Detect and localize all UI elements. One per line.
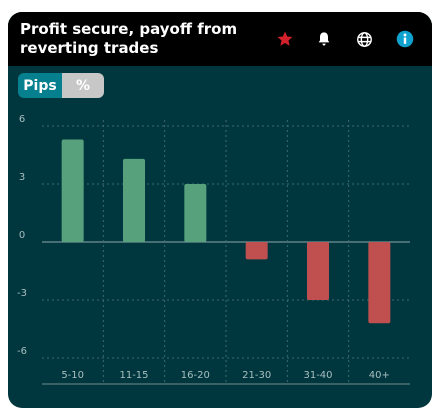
bar-5-10[interactable] — [62, 140, 84, 242]
bar-16-20[interactable] — [184, 184, 206, 242]
y-tick-label: 6 — [19, 114, 25, 125]
bar-21-30[interactable] — [246, 242, 268, 259]
y-tick-label: -6 — [17, 346, 27, 357]
y-tick-label: 3 — [19, 172, 25, 183]
y-tick-label: -3 — [17, 288, 27, 299]
x-tick-label: 5-10 — [61, 370, 84, 381]
bar-11-15[interactable] — [123, 159, 145, 242]
bar-40+[interactable] — [368, 242, 390, 323]
x-tick-label: 11-15 — [119, 370, 148, 381]
y-tick-label: 0 — [19, 230, 25, 241]
x-tick-label: 40+ — [369, 370, 390, 381]
x-tick-label: 31-40 — [303, 370, 332, 381]
chart-card: Profit secure, payoff from reverting tra… — [8, 12, 432, 408]
x-tick-label: 16-20 — [181, 370, 210, 381]
bar-31-40[interactable] — [307, 242, 329, 300]
x-tick-label: 21-30 — [242, 370, 271, 381]
bar-chart: 6 3 0 -3 -6 5-10 11-15 16-20 21-30 31-40 40+ — [8, 12, 432, 408]
